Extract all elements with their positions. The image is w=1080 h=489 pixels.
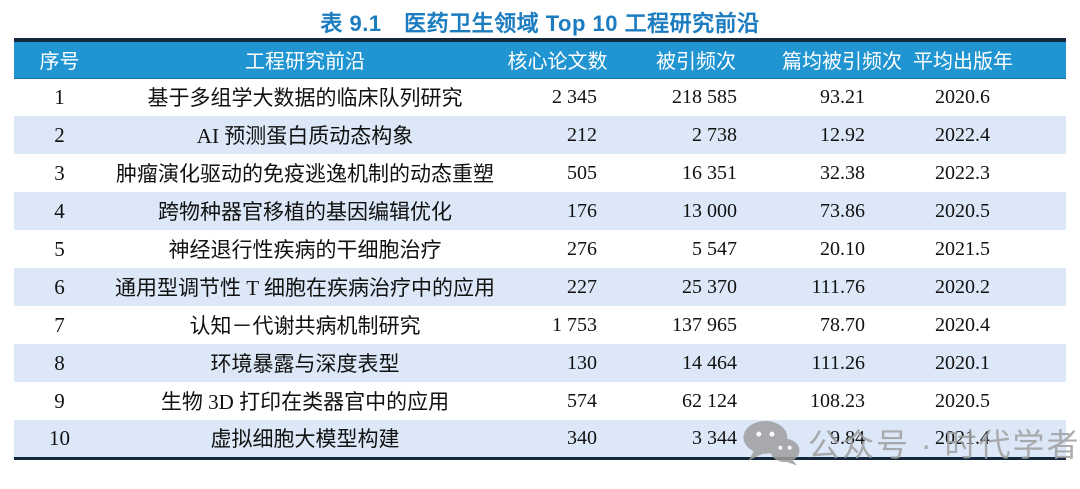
- cell-papers: 505: [567, 161, 597, 184]
- cell-papers: 1 753: [552, 313, 597, 336]
- cell-rank: 4: [54, 198, 65, 223]
- column-header: 被引频次: [610, 40, 782, 79]
- cell-citations_per_paper: 93.21: [820, 85, 865, 108]
- table-row: 7 认知－代谢共病机制研究 1 753 137 965 78.70 2020.4: [14, 306, 1066, 344]
- cell-mean_pub_year: 2020.5: [935, 199, 990, 222]
- cell-citations: 62 124: [682, 389, 737, 412]
- table-row: 9 生物 3D 打印在类器官中的应用 574 62 124 108.23 2020.5: [14, 382, 1066, 420]
- cell-citations_per_paper: 12.92: [820, 123, 865, 146]
- cell-citations_per_paper: 108.23: [810, 389, 865, 412]
- cell-mean_pub_year: 2020.2: [935, 275, 990, 298]
- table-row: 5 神经退行性疾病的干细胞治疗 276 5 547 20.10 2021.5: [14, 230, 1066, 268]
- cell-citations_per_paper: 20.10: [820, 237, 865, 260]
- cell-rank: 7: [54, 312, 65, 337]
- table-row: 1 基于多组学大数据的临床队列研究 2 345 218 585 93.21 2020.6: [14, 78, 1066, 116]
- cell-citations: 5 547: [692, 237, 737, 260]
- table-row: 6 通用型调节性 T 细胞在疾病治疗中的应用 227 25 370 111.76 2020…: [14, 268, 1066, 306]
- cell-citations: 13 000: [682, 199, 737, 222]
- cell-rank: 5: [54, 236, 65, 261]
- cell-front: 跨物种器官移植的基因编辑优化: [158, 200, 452, 224]
- cell-papers: 574: [567, 389, 597, 412]
- cell-mean_pub_year: 2020.5: [935, 389, 990, 412]
- cell-citations_per_paper: 78.70: [820, 313, 865, 336]
- table-row: 2 AI 预测蛋白质动态构象 212 2 738 12.92 2022.4: [14, 116, 1066, 154]
- cell-mean_pub_year: 2021.5: [935, 237, 990, 260]
- cell-front: 虚拟细胞大模型构建: [210, 427, 400, 452]
- cell-citations: 14 464: [682, 351, 737, 374]
- cell-front: 环境暴露与深度表型: [210, 352, 400, 376]
- cell-papers: 2 345: [552, 85, 597, 108]
- cell-front: 通用型调节性 T 细胞在疾病治疗中的应用: [115, 276, 495, 300]
- cell-front: 生物 3D 打印在类器官中的应用: [160, 390, 450, 414]
- column-header: 工程研究前沿: [105, 40, 505, 79]
- column-header: 序号: [14, 40, 105, 79]
- cell-rank: 8: [54, 350, 65, 375]
- cell-mean_pub_year: 2020.1: [935, 351, 990, 374]
- table-header: 序号 工程研究前沿 核心论文数 被引频次 篇均被引频次 平均出版年: [14, 40, 1066, 79]
- cell-front: 肿瘤演化驱动的免疫逃逸机制的动态重塑: [116, 162, 494, 186]
- cell-citations: 25 370: [682, 275, 737, 298]
- cell-papers: 212: [567, 123, 597, 146]
- cell-citations: 16 351: [682, 161, 737, 184]
- header-row: 序号 工程研究前沿 核心论文数 被引频次 篇均被引频次 平均出版年: [14, 40, 1066, 79]
- cell-papers: 276: [567, 237, 597, 260]
- cell-mean_pub_year: 2022.3: [935, 161, 990, 184]
- research-fronts-table: 序号 工程研究前沿 核心论文数 被引频次 篇均被引频次 平均出版年 1 基于多组学大数据的临…: [14, 38, 1066, 460]
- cell-front: 认知－代谢共病机制研究: [189, 314, 421, 338]
- table-row: 10 虚拟细胞大模型构建 340 3 344 9.84 2021.4: [14, 420, 1066, 458]
- cell-mean_pub_year: 2021.4: [935, 426, 990, 449]
- cell-citations_per_paper: 32.38: [820, 161, 865, 184]
- cell-rank: 1: [54, 84, 65, 109]
- cell-citations: 3 344: [692, 426, 737, 449]
- table-title: 表 9.1 医药卫生领域 Top 10 工程研究前沿: [320, 11, 760, 36]
- cell-papers: 130: [567, 351, 597, 374]
- cell-citations_per_paper: 73.86: [820, 199, 865, 222]
- cell-citations: 218 585: [672, 85, 737, 108]
- table-row: 8 环境暴露与深度表型 130 14 464 111.26 2020.1: [14, 344, 1066, 382]
- cell-papers: 227: [567, 275, 597, 298]
- cell-citations_per_paper: 9.84: [830, 426, 865, 449]
- cell-citations_per_paper: 111.26: [811, 351, 865, 374]
- cell-mean_pub_year: 2020.6: [935, 85, 990, 108]
- cell-front: 神经退行性疾病的干细胞治疗: [168, 238, 442, 262]
- cell-papers: 176: [567, 199, 597, 222]
- cell-front: 基于多组学大数据的临床队列研究: [147, 86, 463, 111]
- cell-papers: 340: [567, 426, 597, 449]
- cell-rank: 9: [54, 388, 65, 413]
- column-header: 平均出版年: [895, 40, 1066, 79]
- cell-citations: 2 738: [692, 123, 737, 146]
- table-row: 4 跨物种器官移植的基因编辑优化 176 13 000 73.86 2020.5: [14, 192, 1066, 230]
- cell-citations: 137 965: [672, 313, 737, 336]
- cell-citations_per_paper: 111.76: [811, 275, 865, 298]
- column-header: 篇均被引频次: [782, 40, 902, 79]
- column-header: 核心论文数: [505, 40, 610, 79]
- table-body: 1 基于多组学大数据的临床队列研究 2 345 218 585 93.21 2020.6 2…: [14, 78, 1066, 458]
- cell-mean_pub_year: 2022.4: [935, 123, 990, 146]
- cell-front: AI 预测蛋白质动态构象: [196, 124, 414, 148]
- table-row: 3 肿瘤演化驱动的免疫逃逸机制的动态重塑 505 16 351 32.38 2022.3: [14, 154, 1066, 192]
- cell-mean_pub_year: 2020.4: [935, 313, 990, 336]
- cell-rank: 10: [49, 425, 70, 450]
- cell-rank: 3: [54, 160, 65, 185]
- cell-rank: 2: [54, 122, 65, 147]
- cell-rank: 6: [54, 274, 65, 299]
